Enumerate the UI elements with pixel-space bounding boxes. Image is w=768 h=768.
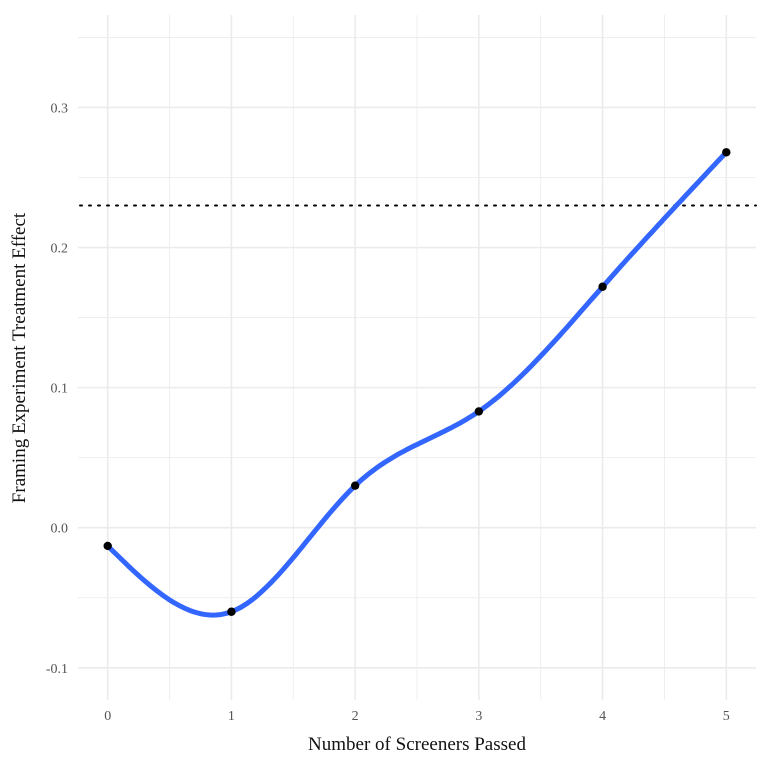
x-tick-label: 1 [228, 709, 235, 724]
y-tick-label: -0.1 [46, 662, 68, 677]
y-axis-ticks: -0.1 0.0 0.1 0.2 0.3 [46, 101, 68, 676]
x-tick-label: 5 [723, 709, 730, 724]
data-point [227, 607, 236, 616]
data-point [722, 148, 731, 157]
y-tick-label: 0.2 [51, 242, 69, 257]
x-tick-label: 4 [599, 709, 606, 724]
data-point [103, 541, 112, 551]
grid [78, 15, 756, 700]
x-axis-label: Number of Screeners Passed [308, 734, 526, 755]
data-points [103, 148, 731, 616]
x-axis-ticks: 0 1 2 3 4 5 [104, 709, 730, 724]
y-axis-label: Framing Experiment Treatment Effect [9, 212, 30, 503]
y-tick-label: 0.3 [51, 101, 69, 116]
smoothed-series-line [105, 149, 729, 618]
x-tick-label: 0 [104, 709, 111, 724]
x-tick-label: 3 [475, 709, 482, 724]
x-tick-label: 2 [352, 709, 359, 724]
data-point [598, 282, 607, 291]
y-tick-label: 0.0 [51, 522, 69, 537]
y-tick-label: 0.1 [51, 382, 69, 397]
data-point [350, 481, 360, 490]
data-point [474, 407, 484, 416]
